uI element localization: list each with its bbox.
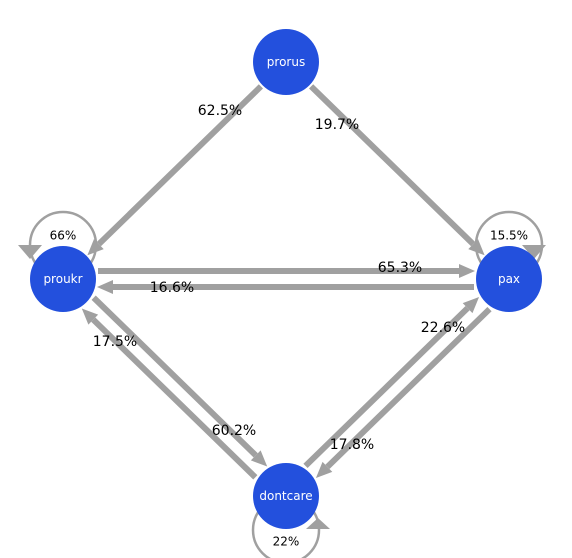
- node-label-dontcare: dontcare: [259, 489, 312, 503]
- node-circle: [253, 29, 319, 95]
- node-circle: [30, 246, 96, 312]
- edge-label-prorus-to-pax: 19.7%: [315, 117, 359, 133]
- edge-line: [325, 306, 492, 470]
- edge-arrowhead: [315, 461, 333, 479]
- node-dontcare[interactable]: dontcare: [253, 463, 319, 529]
- edge-label-proukr-to-dontcare: 17.5%: [93, 334, 137, 350]
- edge-label-dontcare-to-pax: 17.8%: [330, 437, 374, 453]
- self-loop-arrowhead: [18, 245, 42, 259]
- edge-dontcare-to-pax: [303, 296, 480, 469]
- edge-prorus-to-pax: [308, 84, 485, 256]
- edge-dontcare-to-proukr: [81, 308, 258, 480]
- edge-arrowhead: [97, 280, 113, 294]
- edge-label-proukr-to-pax: 16.6%: [150, 280, 194, 296]
- node-label-prorus: prorus: [267, 55, 305, 69]
- self-loop-arrowhead: [522, 245, 546, 259]
- labels-layer: 62.5% 19.7% 65.3% 16.6% 17.5% 60.2% 22.6% 17.8%…: [50, 103, 528, 549]
- edge-label-pax-to-proukr: 65.3%: [378, 260, 422, 276]
- edge-label-dontcare-to-proukr: 60.2%: [212, 423, 256, 439]
- nodes-layer: prorus proukr pax dontcare: [30, 29, 542, 529]
- edge-label-pax-to-dontcare: 22.6%: [421, 320, 465, 336]
- edge-proukr-to-pax: [98, 264, 475, 278]
- node-prorus[interactable]: prorus: [253, 29, 319, 95]
- edge-line: [91, 295, 258, 458]
- node-label-proukr: proukr: [43, 272, 82, 286]
- node-proukr[interactable]: proukr: [30, 246, 96, 312]
- edge-label-prorus-to-proukr: 62.5%: [198, 103, 242, 119]
- edge-line: [91, 317, 258, 480]
- node-circle: [253, 463, 319, 529]
- self-loop-label-dontcare: 22%: [273, 535, 300, 549]
- node-circle: [476, 246, 542, 312]
- edge-line: [303, 305, 470, 469]
- edge-arrowhead: [462, 296, 480, 314]
- self-loop-label-pax: 15.5%: [490, 229, 528, 243]
- edge-arrowhead: [459, 264, 475, 278]
- edge-pax-to-proukr: [97, 280, 474, 294]
- edge-arrowhead: [250, 450, 268, 467]
- self-loop-label-proukr: 66%: [50, 229, 77, 243]
- node-pax[interactable]: pax: [476, 246, 542, 312]
- node-label-pax: pax: [498, 272, 520, 286]
- edge-line: [96, 84, 264, 247]
- edge-pax-to-dontcare: [315, 306, 492, 479]
- edge-line: [308, 84, 476, 247]
- edge-arrowhead: [81, 308, 99, 325]
- edges-layer: [81, 84, 492, 480]
- self-loop-arrowhead: [306, 518, 330, 529]
- edge-proukr-to-dontcare: [91, 295, 268, 467]
